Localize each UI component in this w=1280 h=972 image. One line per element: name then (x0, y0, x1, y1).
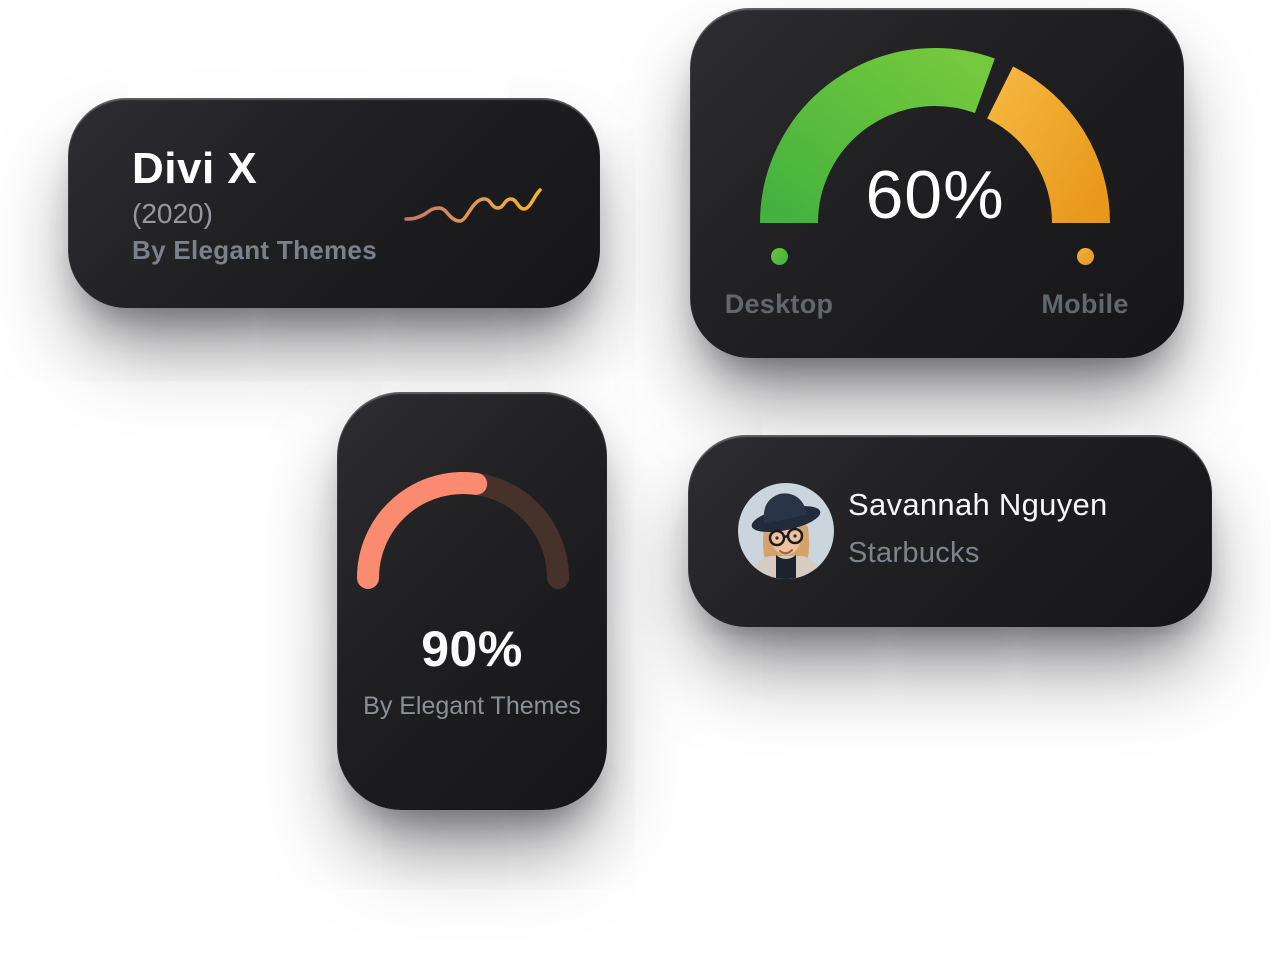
gauge-arc-desktop (760, 48, 995, 224)
progress-value: 90% (421, 621, 523, 677)
gauge-arc-mobile (986, 66, 1110, 224)
avatar-image (738, 483, 834, 579)
card-progress: 90% By Elegant Themes (337, 392, 607, 810)
card-divi-x: Divi X (2020) By Elegant Themes (68, 98, 600, 308)
gauge-chart (760, 48, 1110, 224)
progress-arc-chart (357, 472, 569, 589)
profile-company: Starbucks (848, 537, 980, 569)
avatar (738, 483, 834, 579)
legend-item-mobile: Mobile (1040, 248, 1130, 320)
desktop-legend-label: Desktop (724, 289, 834, 319)
mobile-legend-label: Mobile (1041, 289, 1129, 319)
divi-byline: By Elegant Themes (132, 235, 377, 265)
progress-byline: By Elegant Themes (363, 692, 581, 720)
legend-item-desktop: Desktop (725, 248, 833, 320)
progress-fill (357, 472, 488, 589)
wave-sparkline-icon (404, 188, 542, 223)
divi-title: Divi X (132, 144, 258, 193)
gauge-value: 60% (865, 157, 1005, 233)
divi-year: (2020) (132, 198, 213, 229)
card-gauge: 60% Desktop Mobile (690, 8, 1184, 358)
desktop-dot-icon (770, 248, 788, 265)
card-profile: Savannah Nguyen Starbucks (688, 435, 1212, 627)
profile-name: Savannah Nguyen (848, 487, 1108, 522)
mobile-dot-icon (1076, 248, 1094, 265)
